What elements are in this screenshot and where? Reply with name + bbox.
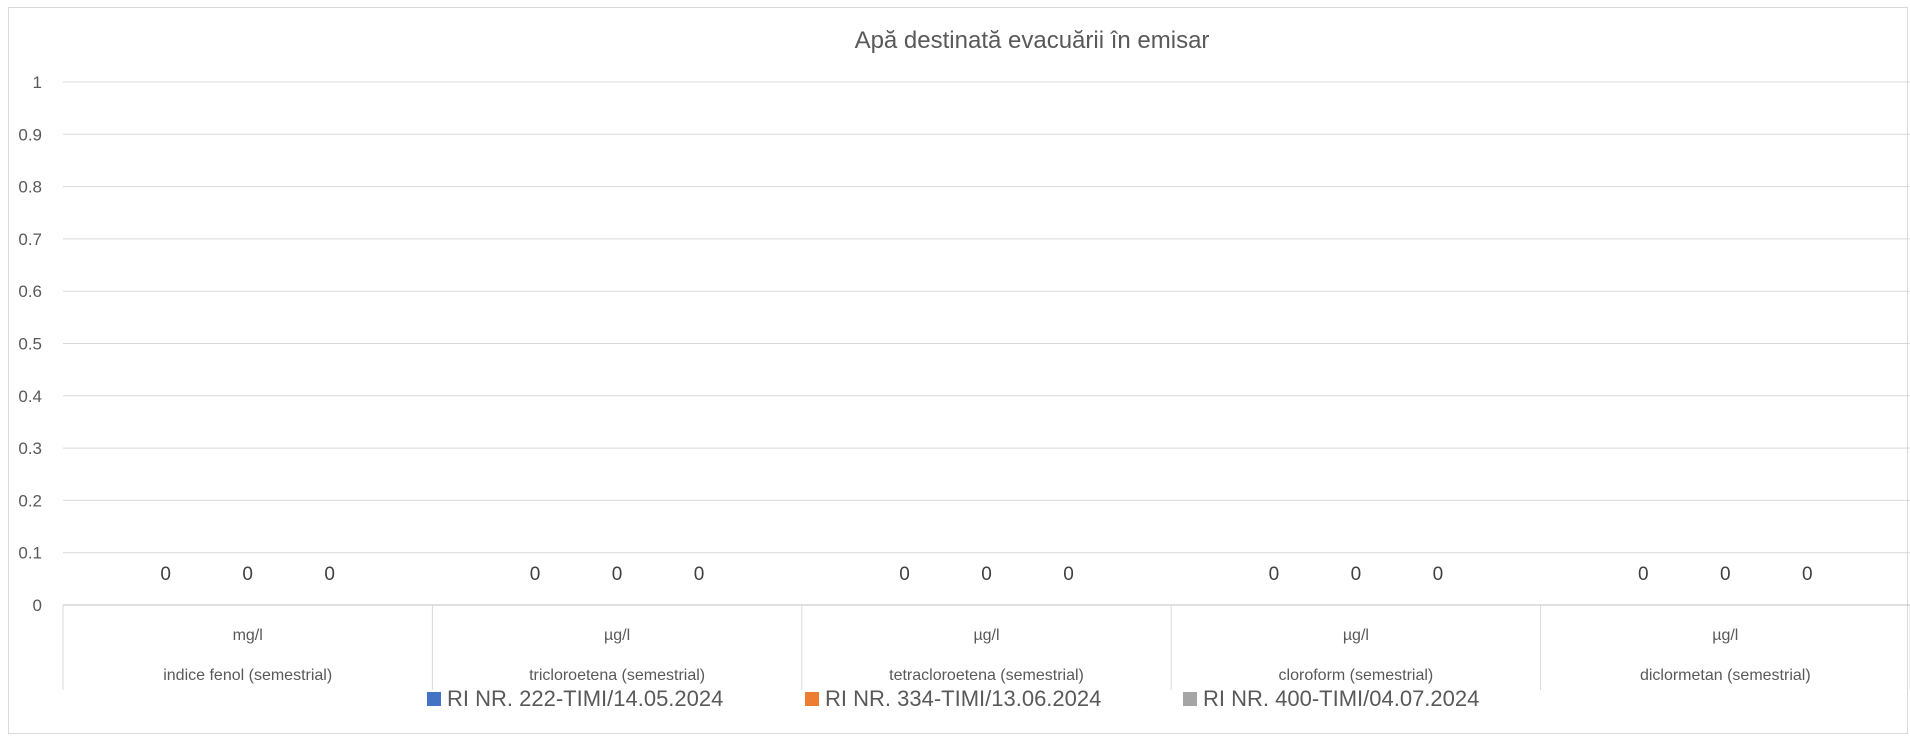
x-axis: mg/l indice fenol (semestrial) µg/l triclor… — [62, 605, 1910, 690]
y-tick-label: 0.7 — [18, 230, 42, 249]
data-label: 0 — [530, 564, 541, 585]
category-name-label: tricloroetena (semestrial) — [529, 667, 705, 684]
y-tick-label: 0.2 — [18, 491, 42, 510]
data-label: 0 — [1638, 564, 1649, 585]
legend-label: RI NR. 334-TIMI/13.06.2024 — [825, 686, 1101, 711]
category-name-label: indice fenol (semestrial) — [163, 667, 332, 684]
data-label: 0 — [899, 564, 910, 585]
y-tick-label: 0.9 — [18, 125, 42, 144]
data-label: 0 — [981, 564, 992, 585]
data-label: 0 — [694, 564, 705, 585]
category-unit-label: µg/l — [973, 627, 999, 644]
data-label: 0 — [1720, 564, 1731, 585]
category-unit-label: mg/l — [233, 627, 263, 644]
data-label: 0 — [160, 564, 171, 585]
data-label: 0 — [324, 564, 335, 585]
data-label: 0 — [1802, 564, 1813, 585]
legend-swatch — [805, 692, 819, 706]
legend-label: RI NR. 400-TIMI/04.07.2024 — [1203, 686, 1479, 711]
data-label: 0 — [1433, 564, 1444, 585]
data-label: 0 — [1063, 564, 1074, 585]
data-label: 0 — [242, 564, 253, 585]
y-tick-label: 1 — [33, 73, 42, 92]
data-label: 0 — [1269, 564, 1280, 585]
y-tick-label: 0.5 — [18, 335, 42, 354]
legend: RI NR. 222-TIMI/14.05.2024 RI NR. 334-TIM… — [427, 686, 1479, 711]
y-tick-label: 0.1 — [18, 544, 42, 563]
legend-swatch — [427, 692, 441, 706]
y-tick-label: 0.8 — [18, 178, 42, 197]
category-unit-label: µg/l — [604, 627, 630, 644]
category-name-label: tetracloroetena (semestrial) — [889, 667, 1084, 684]
category-name-label: diclormetan (semestrial) — [1640, 667, 1811, 684]
y-tick-label: 0.3 — [18, 439, 42, 458]
y-tick-label: 0.4 — [18, 387, 42, 406]
legend-swatch — [1183, 692, 1197, 706]
data-label: 0 — [1351, 564, 1362, 585]
category-name-label: cloroform (semestrial) — [1279, 667, 1434, 684]
y-tick-label: 0 — [33, 596, 42, 615]
data-labels: 0 0 0 0 0 0 0 0 0 0 0 0 0 0 0 — [160, 564, 1812, 585]
chart-frame — [8, 7, 1908, 734]
gridlines — [63, 81, 1910, 606]
y-axis: 0 0.1 0.2 0.3 0.4 0.5 0.6 0.7 0.8 0.9 1 — [18, 73, 42, 615]
legend-label: RI NR. 222-TIMI/14.05.2024 — [447, 686, 723, 711]
category-unit-label: µg/l — [1712, 627, 1738, 644]
category-unit-label: µg/l — [1343, 627, 1369, 644]
y-tick-label: 0.6 — [18, 282, 42, 301]
chart-title: Apă destinată evacuării în emisar — [855, 27, 1210, 54]
data-label: 0 — [612, 564, 623, 585]
